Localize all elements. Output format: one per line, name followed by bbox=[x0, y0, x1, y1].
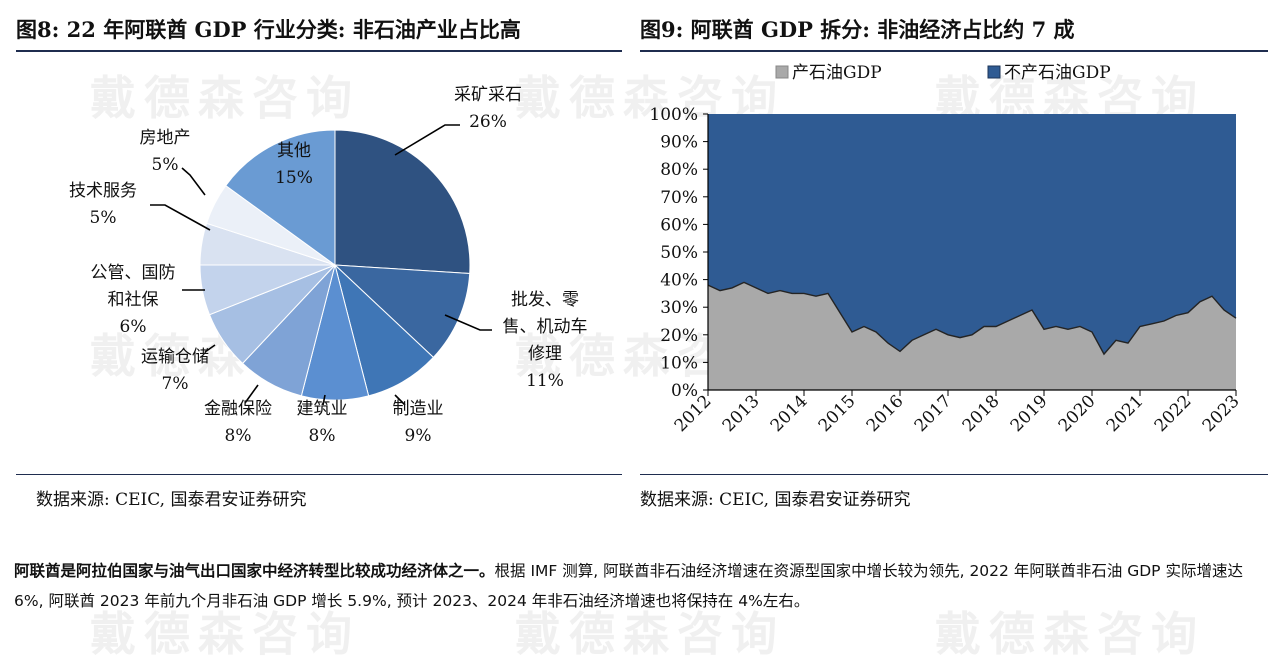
pie-label: 制造业 9% bbox=[393, 399, 444, 446]
figure-9-source: 数据来源: CEIC, 国泰君安证券研究 bbox=[640, 490, 911, 510]
pie-label-text: 技术服务 bbox=[69, 181, 137, 201]
figure-9-title: 图9: 阿联酋 GDP 拆分: 非油经济占比约 7 成 bbox=[640, 17, 1075, 42]
y-tick-label: 80% bbox=[660, 160, 698, 180]
x-tick-label: 2020 bbox=[1055, 391, 1100, 436]
pie-value-label: 26% bbox=[469, 112, 507, 132]
pie-label: 金融保险 8% bbox=[204, 399, 272, 446]
y-tick-label: 10% bbox=[660, 353, 698, 373]
x-tick-label: 2023 bbox=[1199, 391, 1244, 436]
pie-value-label: 8% bbox=[225, 426, 252, 446]
x-tick-label: 2017 bbox=[911, 391, 956, 436]
pie-value-label: 5% bbox=[152, 155, 179, 175]
y-tick-label: 70% bbox=[660, 188, 698, 208]
pie-label: 技术服务 5% bbox=[69, 181, 137, 228]
pie-label-text: 其他 bbox=[277, 141, 311, 161]
pie-label-text: 修理 bbox=[528, 344, 562, 364]
pie-label-text: 采矿采石 bbox=[454, 85, 522, 105]
pie-label: 房地产 5% bbox=[140, 128, 191, 175]
pie-label-text: 批发、零 bbox=[511, 290, 579, 310]
x-tick-label: 2016 bbox=[863, 391, 908, 436]
pie-label: 建筑业 8% bbox=[297, 399, 348, 446]
pie-leader-line bbox=[244, 384, 259, 404]
legend-item: 不产石油GDP bbox=[987, 63, 1111, 83]
y-tick-label: 90% bbox=[660, 133, 698, 153]
legend-swatch bbox=[775, 65, 789, 79]
y-tick-label: 50% bbox=[660, 243, 698, 263]
x-tick-label: 2022 bbox=[1151, 391, 1196, 436]
legend-swatch bbox=[987, 65, 1001, 79]
pie-label: 其他 15% bbox=[275, 141, 313, 188]
figure-8-top-rule bbox=[16, 50, 622, 52]
x-tick-label: 2014 bbox=[767, 391, 812, 436]
pie-slice bbox=[225, 129, 336, 266]
pie-leader-line bbox=[444, 314, 492, 331]
pie-label-text: 公管、国防 bbox=[91, 263, 176, 283]
y-tick-label: 0% bbox=[671, 381, 698, 401]
x-tick-label: 2021 bbox=[1103, 391, 1148, 436]
pie-leader-line bbox=[322, 394, 326, 406]
pie-value-label: 9% bbox=[405, 426, 432, 446]
pie-value-label: 7% bbox=[162, 374, 189, 394]
pie-label: 运输仓储 7% bbox=[141, 347, 209, 394]
figure-9-bottom-rule bbox=[640, 474, 1268, 475]
x-tick-label: 2015 bbox=[815, 391, 860, 436]
pie-slice bbox=[333, 264, 471, 359]
figure-9-top-rule bbox=[640, 50, 1268, 52]
pie-label: 采矿采石 26% bbox=[454, 85, 522, 132]
figure-8-bottom-rule bbox=[16, 474, 622, 475]
pie-label-text: 建筑业 bbox=[297, 399, 348, 419]
pie-leader-line bbox=[394, 124, 460, 156]
x-tick-label: 2018 bbox=[959, 391, 1004, 436]
pie-label-text: 运输仓储 bbox=[141, 347, 209, 367]
pie-label-text: 房地产 bbox=[140, 128, 191, 148]
pie-label-text: 和社保 bbox=[108, 290, 159, 310]
legend-label: 产石油GDP bbox=[792, 63, 882, 83]
area-chart: 0%10%20%30%40%50%60%70%80%90%100%2012 201… bbox=[649, 63, 1244, 436]
pie-slice bbox=[334, 129, 471, 275]
y-tick-label: 20% bbox=[660, 326, 698, 346]
pie-value-label: 6% bbox=[120, 317, 147, 337]
area-boundary-line bbox=[707, 281, 1237, 356]
pie-label-text: 制造业 bbox=[393, 399, 444, 419]
pie-label-text: 售、机动车 bbox=[503, 317, 588, 337]
pie-label-text: 金融保险 bbox=[204, 399, 272, 419]
pie-leader-line bbox=[150, 204, 211, 231]
figure-8-source: 数据来源: CEIC, 国泰君安证券研究 bbox=[36, 490, 307, 510]
body-rest: 根据 IMF 测算, 阿联酋非石油经济增速在资源型国家中增长较为领先, 2022… bbox=[14, 562, 1243, 610]
pie-value-label: 5% bbox=[90, 208, 117, 228]
x-tick-label: 2013 bbox=[719, 391, 764, 436]
y-tick-label: 40% bbox=[660, 271, 698, 291]
pie-leader-line bbox=[204, 344, 216, 353]
body-lead: 阿联酋是阿拉伯国家与油气出口国家中经济转型比较成功经济体之一。 bbox=[14, 562, 495, 580]
legend-item: 产石油GDP bbox=[775, 63, 882, 83]
y-tick-label: 60% bbox=[660, 215, 698, 235]
pie-value-label: 8% bbox=[309, 426, 336, 446]
figure-8-title: 图8: 22 年阿联酋 GDP 行业分类: 非石油产业占比高 bbox=[16, 17, 521, 42]
y-tick-label: 30% bbox=[660, 298, 698, 318]
legend-label: 不产石油GDP bbox=[1004, 63, 1111, 83]
x-tick-label: 2019 bbox=[1007, 391, 1052, 436]
pie-leader-line bbox=[394, 394, 406, 406]
body-paragraph: 阿联酋是阿拉伯国家与油气出口国家中经济转型比较成功经济体之一。根据 IMF 测算… bbox=[14, 556, 1276, 616]
y-tick-label: 100% bbox=[649, 105, 698, 125]
pie-value-label: 15% bbox=[275, 168, 313, 188]
pie-leader-line bbox=[181, 167, 206, 196]
area-series-oil bbox=[708, 282, 1236, 390]
pie-value-label: 11% bbox=[526, 371, 564, 391]
